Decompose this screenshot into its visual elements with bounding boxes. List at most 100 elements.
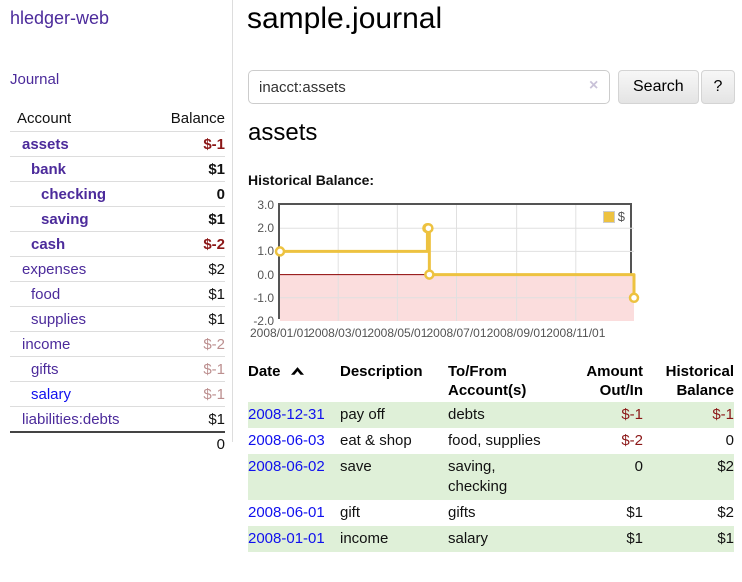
page-title: sample.journal	[247, 2, 443, 35]
account-link-assets[interactable]: assets	[22, 135, 69, 153]
transaction-accounts: gifts	[448, 504, 476, 521]
transaction-date-link[interactable]: 2008-06-03	[248, 432, 325, 449]
transaction-accounts: salary	[448, 530, 489, 547]
account-row: assets $-1	[10, 131, 225, 156]
amount-header-line2: Out/In	[599, 382, 643, 399]
legend-swatch-icon	[602, 210, 615, 223]
sidebar-item-journal[interactable]: Journal	[10, 71, 60, 88]
account-balance: 0	[216, 185, 225, 203]
account-row: supplies $1	[10, 306, 225, 331]
x-axis-tick-label: 2008/03/01	[308, 326, 369, 340]
balance-header-line2: Balance	[676, 382, 734, 399]
accounts-table-header: Account Balance	[10, 106, 225, 131]
register-row: 2008-06-02 save saving, checking 0 $2	[248, 454, 734, 500]
transaction-description: pay off	[340, 406, 385, 423]
search-button[interactable]: Search	[618, 70, 699, 104]
account-balance: $-1	[203, 385, 225, 403]
account-row: liabilities:debts $1	[10, 406, 225, 431]
transaction-date-link[interactable]: 2008-01-01	[248, 530, 325, 547]
account-link-checking[interactable]: checking	[41, 185, 107, 203]
account-title: assets	[248, 119, 318, 146]
data-point-marker	[274, 246, 286, 257]
register-table: Date Description To/From Account(s) Amou…	[248, 360, 734, 552]
column-header-description: Description	[340, 360, 448, 402]
y-axis-tick-label: -2.0	[253, 314, 274, 328]
transaction-date-link[interactable]: 2008-12-31	[248, 406, 325, 423]
transaction-description: save	[340, 458, 372, 475]
x-axis-tick-label: 2008/11/01	[546, 326, 606, 340]
account-link-income[interactable]: income	[22, 335, 71, 353]
account-link-supplies[interactable]: supplies	[31, 310, 87, 328]
transaction-date-link[interactable]: 2008-06-02	[248, 458, 325, 475]
chart-title: Historical Balance:	[248, 172, 375, 188]
account-link-bank[interactable]: bank	[31, 160, 67, 178]
account-link-salary[interactable]: salary	[31, 385, 72, 403]
account-balance: $1	[208, 210, 225, 228]
accounts-header-balance: Balance	[170, 110, 225, 127]
transaction-balance: 0	[725, 432, 734, 449]
chart-plot-area: $	[274, 203, 640, 321]
chart-legend: $	[602, 209, 625, 224]
account-link-gifts[interactable]: gifts	[31, 360, 59, 378]
account-row: checking 0	[10, 181, 225, 206]
transaction-description: gift	[340, 504, 361, 521]
data-point-marker	[628, 292, 640, 304]
x-axis-tick-label: 2008/07/01	[426, 326, 487, 340]
account-row: gifts $-1	[10, 356, 225, 381]
x-axis-tick-label: 2008/01/01	[249, 326, 311, 340]
transaction-accounts: food, supplies	[448, 432, 541, 449]
account-balance: $2	[208, 260, 225, 278]
search-input[interactable]	[248, 70, 610, 104]
app-brand-link[interactable]: hledger-web	[10, 8, 110, 28]
y-axis-tick-label: 1.0	[257, 244, 274, 259]
amount-header-line1: Amount	[586, 363, 643, 380]
column-header-date[interactable]: Date	[248, 360, 340, 402]
transaction-balance: $-1	[712, 406, 734, 423]
legend-label: $	[617, 209, 625, 224]
balance-header-line1: Historical	[665, 363, 734, 380]
account-row: food $1	[10, 281, 225, 306]
historical-balance-chart: $ 3.0 2.0 1.0 0.0 -1.0 -2.0 2008/01/01 2008/03/…	[248, 198, 688, 348]
tofrom-header-line2: Account(s)	[448, 382, 527, 399]
y-axis-tick-label: 2.0	[257, 221, 274, 236]
account-link-expenses[interactable]: expenses	[22, 260, 87, 278]
account-row: bank $1	[10, 156, 225, 181]
x-axis-tick-label: 2008/09/01	[486, 326, 547, 340]
clear-search-icon[interactable]: ×	[589, 77, 599, 94]
account-link-cash[interactable]: cash	[31, 235, 66, 253]
transaction-balance: $2	[717, 504, 734, 521]
account-row: expenses $2	[10, 256, 225, 281]
column-header-amount: Amount Out/In	[578, 360, 643, 402]
register-row: 2008-01-01 income salary $1 $1	[248, 526, 734, 552]
register-row: 2008-06-03 eat & shop food, supplies $-2…	[248, 428, 734, 454]
account-balance: $1	[208, 310, 225, 328]
account-link-food[interactable]: food	[31, 285, 61, 303]
account-link-liabilities-debts[interactable]: liabilities:debts	[22, 410, 120, 428]
accounts-header-account: Account	[17, 110, 72, 127]
y-axis-tick-label: -1.0	[253, 290, 274, 305]
accounts-table: Account Balance assets $-1 bank $1 check…	[10, 106, 225, 456]
account-link-saving[interactable]: saving	[41, 210, 89, 228]
transaction-accounts: debts	[448, 406, 485, 423]
y-axis-tick-label: 0.0	[257, 267, 274, 282]
account-row: income $-2	[10, 331, 225, 356]
transaction-balance: $2	[717, 458, 734, 475]
register-header-row: Date Description To/From Account(s) Amou…	[248, 360, 734, 402]
account-balance: $-2	[203, 335, 225, 353]
account-row: salary $-1	[10, 381, 225, 406]
register-row: 2008-06-01 gift gifts $1 $2	[248, 500, 734, 526]
description-header-label: Description	[340, 363, 423, 380]
column-header-tofrom: To/From Account(s)	[448, 360, 578, 402]
transaction-amount: $1	[626, 504, 643, 521]
transaction-accounts: saving, checking	[448, 458, 508, 495]
account-row: saving $1	[10, 206, 225, 231]
account-balance: $-2	[203, 235, 225, 253]
transaction-description: eat & shop	[340, 432, 412, 449]
account-balance: $1	[208, 160, 225, 178]
column-header-balance: Historical Balance	[643, 360, 734, 402]
help-button[interactable]: ?	[701, 70, 735, 104]
account-balance: $-1	[203, 360, 225, 378]
account-balance: $-1	[203, 135, 225, 153]
transaction-date-link[interactable]: 2008-06-01	[248, 504, 325, 521]
data-point-marker	[423, 222, 434, 234]
